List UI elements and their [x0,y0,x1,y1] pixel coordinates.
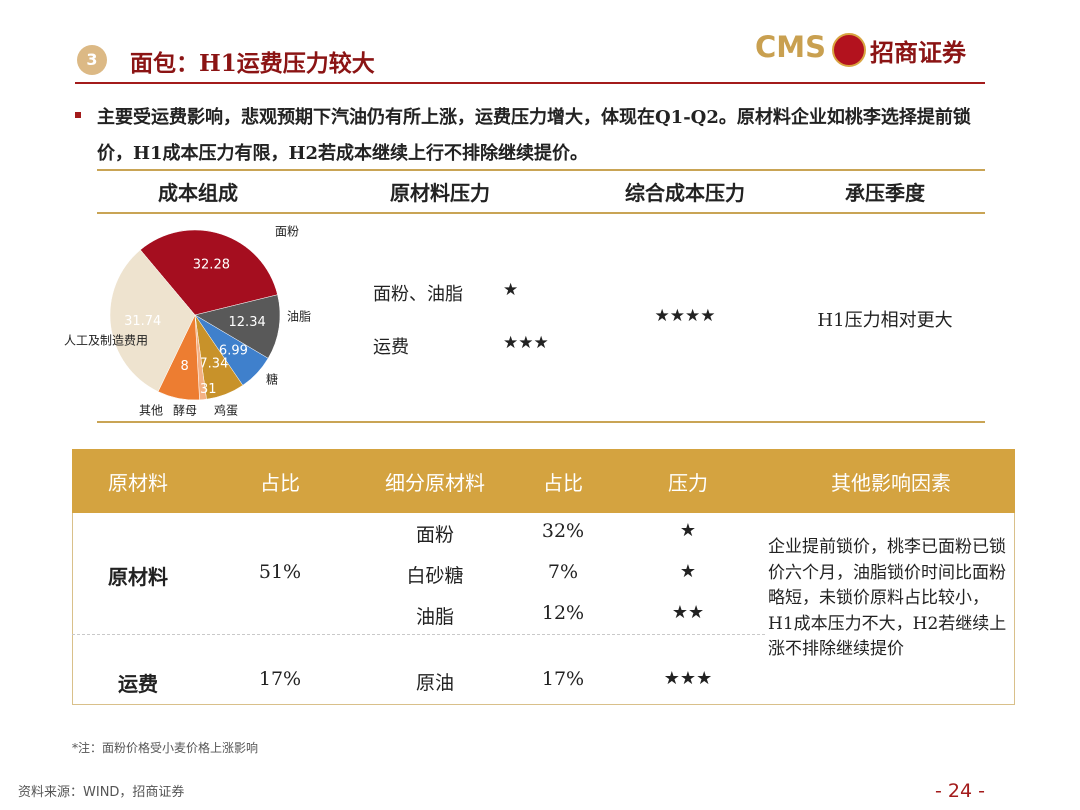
sub-share: 32% [541,520,585,542]
pressure: ★ [679,520,697,541]
footnote: *注：面粉价格受小麦价格上涨影响 [72,741,259,755]
rule [97,212,985,214]
pressure: ★ [679,561,697,582]
slice-name: 鸡蛋 [214,403,238,418]
header-rule [75,82,985,84]
slice-value: 12.34 [229,315,266,330]
table-header-band [72,449,1015,513]
bullet-marker [75,112,81,118]
pressure-item: 面粉、油脂 [373,284,463,305]
slide-title: 面包：H1运费压力较大 [130,50,375,77]
other-factors: 企业提前锁价，桃李已面粉已锁价六个月，油脂锁价时间比面粉略短，未锁价原料占比较小… [768,537,1007,659]
slice-name: 油脂 [287,309,311,324]
pressure: ★★ [671,602,705,623]
slice-name: 其他 [139,404,163,418]
pressure-stars: ★ [503,280,519,300]
slice-name: 人工及制造费用 [64,334,148,348]
slice-value: 7.34 [199,357,228,372]
slice-value: 6.99 [219,344,248,359]
slice-name: 糖 [266,372,278,387]
logo-text: CMS [755,30,827,64]
slice-value: 31.74 [124,314,161,329]
share: 51% [258,561,302,583]
table-header: 其他影响因素 [831,471,951,495]
sub-share: 7% [547,561,579,583]
slice-value: 8 [181,359,189,374]
table-header: 细分原材料 [385,471,485,495]
source: 资料来源：WIND，招商证券 [18,785,185,800]
summary-header: 原材料压力 [390,181,490,205]
logo-icon [832,33,866,67]
sub-share: 17% [541,668,585,690]
brand: 招商证券 [870,38,966,67]
slice-value: 32.28 [193,257,230,272]
sub-share: 12% [541,602,585,624]
sub-material: 原油 [415,672,455,694]
rule [97,421,985,423]
table-header: 压力 [668,471,708,495]
row-separator [72,634,765,635]
rule [97,169,985,171]
pressure-stars: ★★★ [503,333,549,353]
summary-header: 承压季度 [845,181,925,205]
sub-material: 白砂糖 [406,565,464,587]
pressure: ★★★ [663,668,713,689]
sub-material: 油脂 [415,606,455,628]
page-number: - 24 - [935,780,985,802]
section-number: 3 [77,45,107,75]
table-header: 原材料 [108,471,168,495]
bullet-text: 主要受运费影响，悲观预期下汽油仍有所上涨，运费压力增大，体现在Q1-Q2。原材料… [97,107,971,164]
pie-slice [109,249,196,392]
slice-name: 面粉 [275,225,299,239]
quarter: H1压力相对更大 [817,310,953,331]
table-header: 占比 [260,471,300,495]
pressure-item: 运费 [373,337,409,358]
table-header: 占比 [543,471,583,495]
share: 17% [258,668,302,690]
slice-name: 酵母 [173,404,197,418]
summary-header: 综合成本压力 [625,181,745,205]
material: 运费 [118,672,158,696]
summary-header: 成本组成 [158,181,238,205]
overall-stars: ★★★★ [654,306,716,326]
material: 原材料 [108,565,168,589]
pie-slice [194,294,281,359]
sub-material: 面粉 [415,524,455,546]
pie-slice [140,229,278,316]
